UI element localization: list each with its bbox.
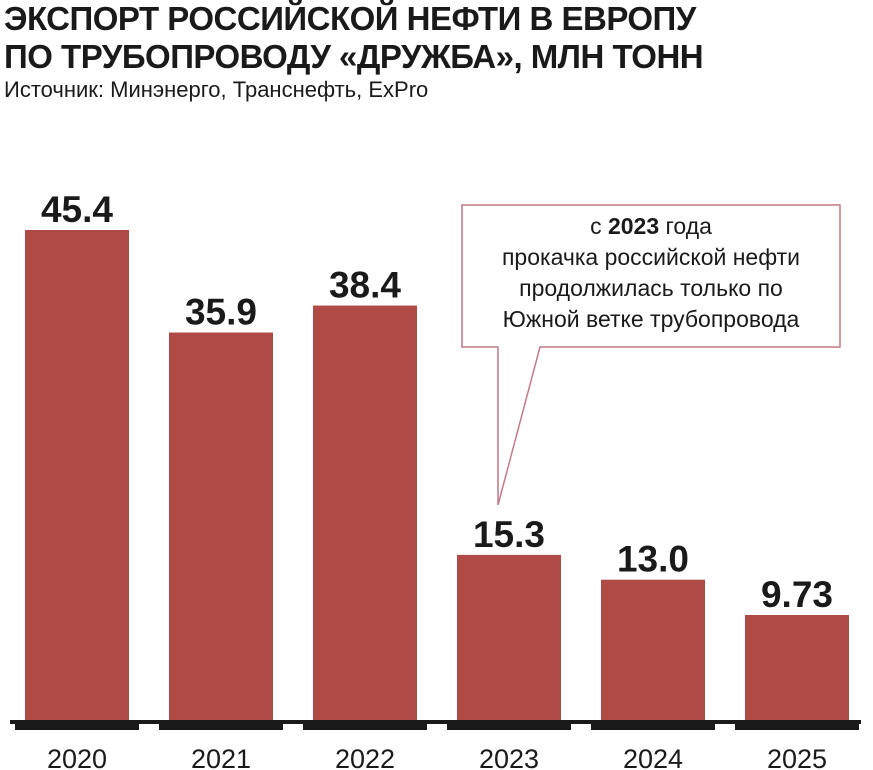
x-tick-label-2021: 2021	[191, 744, 251, 770]
bar-2024	[601, 579, 705, 720]
chart-title-line-2: ПО ТРУБОПРОВОДУ «ДРУЖБА», МЛН ТОНН	[4, 38, 704, 75]
chart-source: Источник: Минэнерго, Транснефть, ExPro	[4, 77, 429, 102]
x-tick-label-2023: 2023	[479, 744, 539, 770]
chart-title: ЭКСПОРТ РОССИЙСКОЙ НЕФТИ В ЕВРОПУ ПО ТРУ…	[4, 0, 704, 76]
callout-line-3: продолжилась только по	[519, 275, 783, 301]
x-tick-label-2025: 2025	[767, 744, 827, 770]
bar-value-label-2022: 38.4	[329, 265, 401, 306]
callout-box	[461, 204, 841, 506]
axis-segment-2024	[591, 720, 715, 730]
bar-value-label-2020: 45.4	[41, 189, 113, 230]
callout-annotation: с 2023 года прокачка российской нефти пр…	[462, 205, 840, 347]
bar-value-label-2023: 15.3	[473, 514, 545, 555]
bars-group: 45.4 35.9 38.4 15.3 13.0 9.73	[25, 189, 849, 720]
bar-2025	[745, 614, 849, 720]
callout-pre: с	[590, 213, 608, 239]
x-tick-label-2020: 2020	[47, 744, 107, 770]
axis-segment-2022	[303, 720, 427, 730]
callout-year: 2023	[607, 213, 660, 239]
bar-2022	[313, 305, 417, 720]
bar-value-label-2024: 13.0	[617, 539, 689, 580]
bar-value-label-2025: 9.73	[761, 574, 833, 615]
bar-2020	[25, 230, 129, 720]
callout-line-2: прокачка российской нефти	[501, 244, 801, 270]
chart-title-line-1: ЭКСПОРТ РОССИЙСКОЙ НЕФТИ В ЕВРОПУ	[4, 0, 696, 37]
callout-pointer-group	[461, 204, 841, 506]
x-tick-label-2024: 2024	[623, 744, 683, 770]
axis-segment-2021	[159, 720, 283, 730]
callout-post: года	[659, 213, 712, 239]
bar-value-label-2021: 35.9	[185, 292, 257, 333]
axis-segment-2020	[15, 720, 139, 730]
bar-2021	[169, 332, 273, 720]
callout-line-4: Южной ветке трубопровода	[502, 306, 800, 332]
x-tick-label-2022: 2022	[335, 744, 395, 770]
x-axis-line	[10, 720, 861, 724]
callout-line-1: с 2023 года	[462, 211, 840, 242]
axis-segment-2025	[735, 720, 859, 730]
axis-segment-2023	[447, 720, 571, 730]
bar-2023	[457, 554, 561, 720]
x-tick-labels-group: 2020 2021 2022 2023 2024 2025	[15, 720, 859, 770]
